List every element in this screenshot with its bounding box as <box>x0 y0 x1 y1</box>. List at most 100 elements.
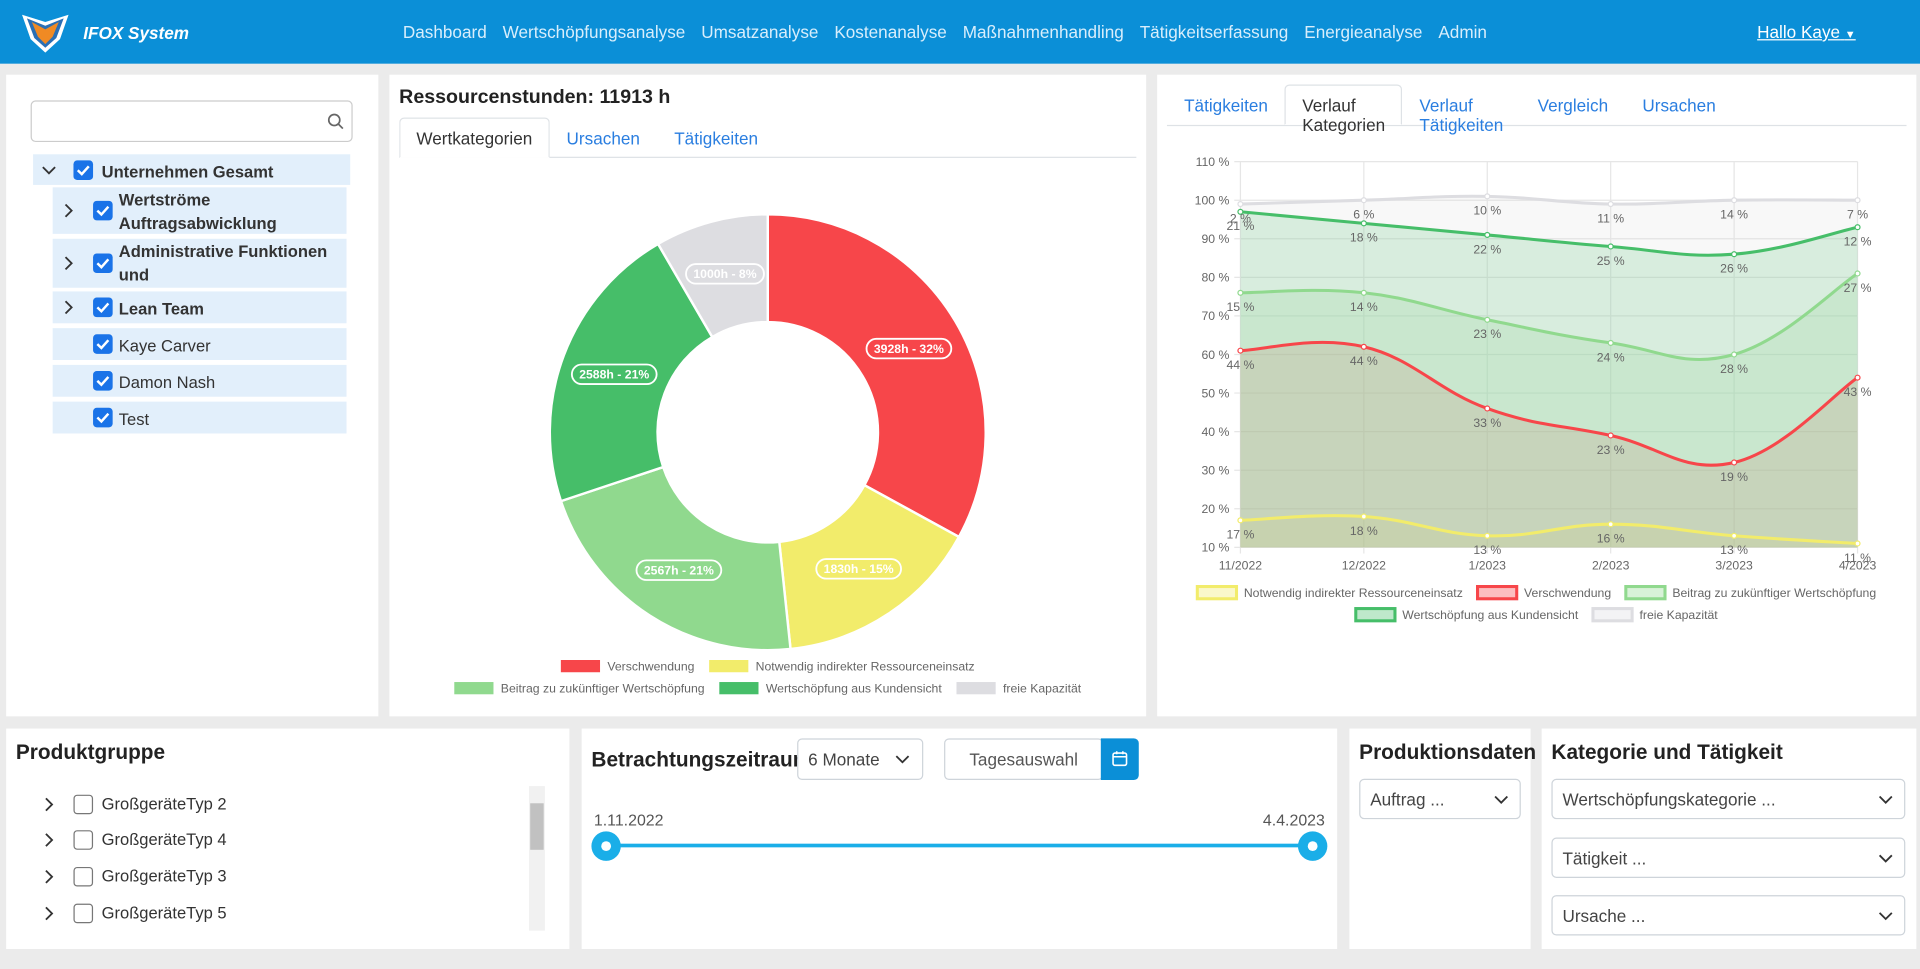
tab-bar: Tätigkeiten Verlauf Kategorien Verlauf Tät… <box>1167 84 1733 135</box>
checkbox[interactable] <box>93 334 113 354</box>
product-title: Produktgruppe <box>15 740 166 765</box>
product-item[interactable]: GroßgeräteTyp 2 <box>37 790 521 819</box>
calendar-button[interactable] <box>1100 738 1139 781</box>
checkbox[interactable] <box>73 159 94 180</box>
day-picker[interactable]: Tagesauswahl <box>944 738 1104 781</box>
nav-link[interactable]: Wertschöpfungsanalyse <box>502 22 686 42</box>
tab[interactable]: Ursachen <box>1642 95 1716 116</box>
tree-label: Damon Nash <box>118 373 216 392</box>
product-panel: Produktgruppe <box>6 728 570 949</box>
select-text: Wertschöpfungskategorie ... <box>1562 789 1776 810</box>
checkbox[interactable] <box>93 253 113 274</box>
select[interactable]: Ursache ... <box>1551 895 1906 936</box>
select[interactable]: Tätigkeit ... <box>1551 836 1906 878</box>
checkbox[interactable] <box>93 200 113 221</box>
checkbox[interactable] <box>93 407 113 428</box>
checkbox[interactable] <box>93 297 113 318</box>
user-menu[interactable]: Hallo Kaye ▼ <box>1757 22 1856 42</box>
check-icon <box>96 412 110 424</box>
production-panel: Produktionsdaten <box>1349 728 1536 949</box>
tree-label: Wertströme Auftragsabwicklung <box>118 191 277 233</box>
tab[interactable]: Ursachen <box>566 128 640 149</box>
chevron[interactable] <box>60 202 77 219</box>
scrollbar[interactable] <box>528 786 545 931</box>
checkbox[interactable] <box>73 903 94 924</box>
tree-item[interactable]: Damon Nash <box>52 364 347 397</box>
tab-line <box>399 156 1137 158</box>
chevron[interactable] <box>40 161 57 178</box>
checkbox[interactable] <box>73 866 94 887</box>
select[interactable]: Auftrag ... <box>1359 778 1521 820</box>
slider-track[interactable] <box>606 843 1313 848</box>
tree-item[interactable]: Wertströme Auftragsabwicklung <box>52 187 347 234</box>
nav-link[interactable]: Dashboard <box>402 22 487 42</box>
navbar: IFOX System Dashboard Wertschöpfungsanaly… <box>0 0 1920 64</box>
tab[interactable]: Tätigkeiten <box>1184 95 1268 116</box>
tree-label: Test <box>118 410 150 429</box>
tree-item[interactable]: Kaye Carver <box>52 328 347 361</box>
category-title: Kategorie und Tätigkeit <box>1551 740 1783 765</box>
nav-link[interactable]: Umsatzanalyse <box>701 22 819 42</box>
nav-link[interactable]: Tätigkeitserfassung <box>1139 22 1289 42</box>
chevron[interactable] <box>60 299 77 316</box>
select[interactable]: Wertschöpfungskategorie ... <box>1551 778 1906 820</box>
tree-item[interactable]: Administrative Funktionen und Entwicklun… <box>52 238 347 307</box>
product-item[interactable]: GroßgeräteTyp 4 <box>37 825 521 854</box>
chevron[interactable] <box>1493 791 1510 808</box>
checkbox[interactable] <box>73 830 94 850</box>
tab[interactable]: Vergleich <box>1537 95 1609 116</box>
nav-link[interactable]: Kostenanalyse <box>834 22 947 42</box>
handle-dot <box>1307 841 1318 852</box>
checkbox[interactable] <box>73 794 94 815</box>
chevron[interactable] <box>40 868 57 885</box>
select-text: Ursache ... <box>1562 906 1646 926</box>
logo[interactable] <box>21 12 70 54</box>
brand[interactable]: IFOX System <box>83 23 190 43</box>
chevron[interactable] <box>60 255 77 272</box>
tab[interactable]: Verlauf Tätigkeiten <box>1419 95 1504 135</box>
chevron[interactable] <box>40 796 57 813</box>
tree-item[interactable]: Unternehmen Gesamt <box>33 154 351 185</box>
period-title: Betrachtungszeitraum <box>591 748 812 772</box>
tab[interactable]: Verlauf Kategorien <box>1285 84 1403 135</box>
product-item[interactable]: GroßgeräteTyp 5 <box>37 899 521 928</box>
tree-label: Lean Team <box>118 300 204 319</box>
tab-line <box>1166 124 1907 127</box>
chevron[interactable] <box>894 751 911 768</box>
tree-label: Kaye Carver <box>118 336 211 356</box>
resources-title: Ressourcenstunden: 11913 h <box>399 86 671 108</box>
check-icon <box>96 302 110 314</box>
chevron[interactable] <box>1877 791 1894 808</box>
tree-label: Unternehmen Gesamt <box>101 162 274 182</box>
user-name[interactable]: Hallo Kaye <box>1757 22 1841 42</box>
chevron[interactable] <box>1877 849 1894 866</box>
caret: ▼ <box>1844 28 1856 41</box>
tab[interactable]: Tätigkeiten <box>674 128 759 149</box>
check-icon <box>96 339 110 350</box>
checkbox[interactable] <box>93 371 113 391</box>
check-icon <box>96 376 110 387</box>
product-item[interactable]: GroßgeräteTyp 3 <box>37 862 521 891</box>
nav-link[interactable]: Admin <box>1438 22 1487 42</box>
slider-handle-start[interactable] <box>591 831 621 861</box>
tab[interactable]: Wertkategorien <box>399 117 550 158</box>
nav-link[interactable]: Maßnahmenhandling <box>962 22 1124 42</box>
tab-bar: Wertkategorien Ursachen Tätigkeiten <box>399 117 775 158</box>
period-end: 4.4.2023 <box>1262 810 1325 829</box>
check-icon <box>76 164 90 176</box>
nav-link[interactable]: Energieanalyse <box>1304 22 1423 42</box>
period-select[interactable]: 6 Monate <box>797 738 924 781</box>
day-picker-text: Tagesauswahl <box>969 749 1078 769</box>
chevron[interactable] <box>40 831 57 848</box>
tree-item[interactable]: Test <box>52 401 347 434</box>
calendar-icon <box>1112 751 1128 767</box>
scroll-thumb[interactable] <box>530 803 544 850</box>
search-input[interactable] <box>30 100 353 143</box>
chevron[interactable] <box>40 905 57 922</box>
chevron[interactable] <box>1877 907 1894 924</box>
tree-item[interactable]: Lean Team <box>52 291 347 324</box>
check-icon <box>96 258 110 269</box>
product-label: GroßgeräteTyp 4 <box>101 830 227 849</box>
slider-handle-end[interactable] <box>1297 831 1328 861</box>
